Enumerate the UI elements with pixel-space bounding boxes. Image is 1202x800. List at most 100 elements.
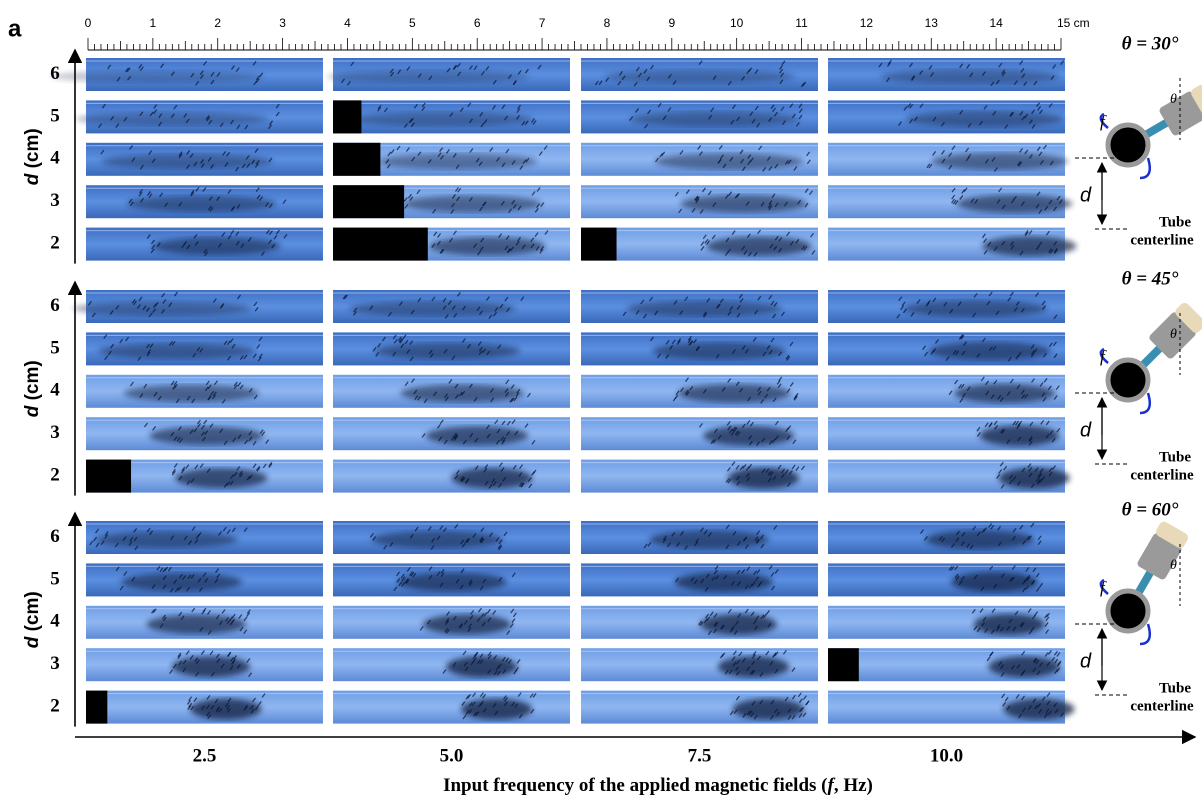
swarm-agent: [1032, 698, 1037, 703]
swarm-agent: [107, 350, 112, 356]
swarm-agent: [413, 103, 418, 109]
swarm-agent: [685, 189, 690, 195]
photo: [581, 227, 818, 261]
swarm-agent: [1053, 395, 1058, 400]
swarm-agent: [448, 237, 453, 243]
swarm-agent: [776, 711, 781, 717]
swarm-agent: [114, 542, 119, 548]
swarm-agent: [963, 187, 968, 193]
swarm-agent: [1030, 579, 1035, 585]
swarm-agent: [505, 657, 510, 663]
swarm-agent: [1044, 622, 1049, 627]
swarm-agent: [715, 353, 720, 359]
swarm-agent: [1001, 693, 1006, 699]
swarm-agent: [948, 152, 953, 158]
swarm-agent: [421, 102, 426, 108]
swarm-agent: [177, 652, 182, 658]
swarm-agent: [486, 350, 491, 356]
swarm-agent: [684, 545, 689, 551]
swarm-agent: [779, 79, 784, 85]
swarm-agent: [477, 341, 482, 347]
swarm-agent: [213, 380, 219, 386]
swarm-agent: [224, 616, 229, 622]
swarm-agent: [784, 160, 789, 165]
swarm-agent: [428, 566, 433, 572]
swarm-agent: [647, 542, 652, 547]
swarm-agent: [207, 395, 212, 401]
swarm-agent: [741, 345, 746, 351]
swarm-agent: [210, 164, 215, 169]
swarm-agent: [519, 165, 524, 170]
tube-label: Tube: [1159, 449, 1191, 465]
swarm-agent: [1015, 420, 1020, 426]
swarm-agent: [1000, 664, 1005, 669]
swarm-agent: [133, 536, 138, 542]
swarm-agent: [671, 531, 676, 537]
swarm-agent: [248, 436, 253, 442]
swarm-agent: [735, 695, 740, 701]
swarm-agent: [268, 239, 273, 245]
swarm-agent: [1035, 587, 1040, 592]
swarm-agent: [177, 654, 182, 660]
swarm-agent: [383, 107, 388, 113]
swarm-agent: [760, 201, 765, 207]
swarm-agent: [1000, 573, 1005, 578]
swarm-agent: [1053, 249, 1058, 254]
swarm-agent: [990, 524, 995, 530]
swarm-agent: [955, 350, 960, 356]
swarm-agent: [744, 584, 749, 590]
swarm-agent: [950, 565, 955, 571]
swarm-agent: [162, 298, 167, 304]
swarm-agent: [793, 166, 798, 171]
swarm-agent: [432, 208, 437, 214]
swarm-agent: [966, 63, 971, 69]
swarm-agent: [1032, 657, 1037, 663]
swarm-agent: [698, 620, 703, 626]
swarm-agent: [777, 464, 782, 470]
swarm-agent: [461, 390, 466, 396]
swarm-agent: [779, 65, 784, 70]
swarm-agent: [275, 111, 280, 117]
swarm-agent: [635, 309, 640, 315]
swarm-agent: [708, 114, 713, 120]
swarm-agent: [466, 538, 471, 543]
swarm-agent: [543, 145, 548, 151]
swarm-agent: [468, 702, 473, 707]
swarm-agent: [741, 166, 746, 172]
swarm-agent: [736, 659, 741, 665]
swarm-agent: [454, 187, 459, 192]
swarm-agent: [261, 431, 266, 437]
swarm-agent: [393, 338, 398, 344]
swarm-agent: [472, 533, 477, 538]
swarm-agent: [930, 72, 935, 77]
swarm-agent: [1048, 467, 1053, 473]
swarm-agent: [791, 113, 796, 119]
swarm-agent: [700, 246, 705, 251]
swarm-agent: [983, 238, 988, 244]
swarm-agent: [981, 233, 986, 239]
swarm: [906, 111, 1064, 127]
swarm-agent: [200, 159, 205, 164]
swarm-agent: [993, 420, 998, 426]
swarm-agent: [452, 615, 457, 621]
swarm-agent: [768, 200, 773, 205]
swarm-agent: [998, 187, 1003, 193]
swarm-agent: [765, 468, 770, 473]
swarm-agent: [237, 381, 242, 387]
swarm-agent: [232, 437, 237, 443]
swarm-agent: [214, 698, 219, 704]
swarm-agent: [125, 336, 130, 342]
swarm-agent: [265, 229, 270, 235]
swarm-agent: [748, 440, 753, 446]
swarm-agent: [1000, 484, 1005, 489]
swarm-agent: [702, 388, 707, 394]
swarm-agent: [673, 300, 678, 305]
swarm-agent: [230, 65, 235, 70]
swarm-agent: [961, 393, 966, 398]
swarm-agent: [199, 74, 204, 80]
swarm: [428, 237, 546, 256]
swarm-agent: [1009, 241, 1014, 247]
swarm-agent: [254, 705, 259, 711]
theta-label: θ = 30°: [1122, 33, 1179, 54]
swarm-agent: [452, 662, 457, 667]
